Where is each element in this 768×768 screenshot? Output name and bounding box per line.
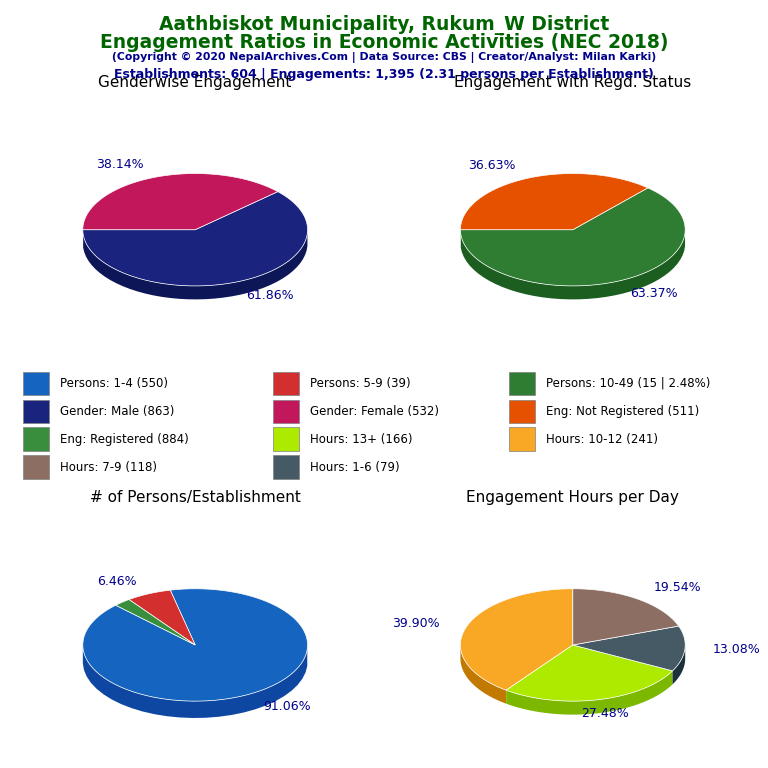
- Polygon shape: [129, 590, 195, 645]
- Text: Gender: Male (863): Gender: Male (863): [60, 405, 174, 418]
- Text: Eng: Not Registered (511): Eng: Not Registered (511): [546, 405, 700, 418]
- Bar: [23, 428, 48, 451]
- Polygon shape: [83, 192, 307, 286]
- Polygon shape: [573, 589, 679, 645]
- Polygon shape: [83, 174, 278, 230]
- Text: 36.63%: 36.63%: [468, 159, 515, 172]
- Text: Hours: 13+ (166): Hours: 13+ (166): [310, 432, 412, 445]
- Bar: [23, 455, 48, 478]
- Text: Hours: 7-9 (118): Hours: 7-9 (118): [60, 461, 157, 474]
- Bar: [273, 428, 300, 451]
- Bar: [509, 372, 535, 395]
- Polygon shape: [83, 233, 307, 300]
- Text: Engagement Ratios in Economic Activities (NEC 2018): Engagement Ratios in Economic Activities…: [100, 33, 668, 52]
- Text: Persons: 1-4 (550): Persons: 1-4 (550): [60, 377, 167, 389]
- Text: 19.54%: 19.54%: [654, 581, 701, 594]
- Title: Engagement with Regd. Status: Engagement with Regd. Status: [454, 74, 691, 90]
- Bar: [23, 372, 48, 395]
- Bar: [273, 399, 300, 423]
- Bar: [509, 399, 535, 423]
- Polygon shape: [461, 174, 648, 230]
- Polygon shape: [83, 647, 307, 718]
- Bar: [509, 428, 535, 451]
- Text: Eng: Registered (884): Eng: Registered (884): [60, 432, 188, 445]
- Text: Establishments: 604 | Engagements: 1,395 (2.31 persons per Establishment): Establishments: 604 | Engagements: 1,395…: [114, 68, 654, 81]
- Bar: [23, 399, 48, 423]
- Polygon shape: [673, 645, 685, 684]
- Text: 91.06%: 91.06%: [263, 700, 311, 713]
- Polygon shape: [506, 670, 673, 715]
- Text: 38.14%: 38.14%: [97, 157, 144, 170]
- Title: # of Persons/Establishment: # of Persons/Establishment: [90, 490, 300, 505]
- Title: Genderwise Engagement: Genderwise Engagement: [98, 74, 292, 90]
- Text: Gender: Female (532): Gender: Female (532): [310, 405, 439, 418]
- Text: Hours: 10-12 (241): Hours: 10-12 (241): [546, 432, 658, 445]
- Title: Engagement Hours per Day: Engagement Hours per Day: [466, 490, 679, 505]
- Polygon shape: [573, 626, 685, 670]
- Polygon shape: [116, 600, 195, 645]
- Text: Hours: 1-6 (79): Hours: 1-6 (79): [310, 461, 400, 474]
- Text: Persons: 5-9 (39): Persons: 5-9 (39): [310, 377, 411, 389]
- Polygon shape: [83, 589, 307, 701]
- Text: Aathbiskot Municipality, Rukum_W District: Aathbiskot Municipality, Rukum_W Distric…: [159, 15, 609, 35]
- Text: 61.86%: 61.86%: [247, 289, 294, 302]
- Polygon shape: [461, 233, 685, 300]
- Text: 63.37%: 63.37%: [630, 287, 677, 300]
- Bar: [273, 455, 300, 478]
- Text: 39.90%: 39.90%: [392, 617, 439, 630]
- Polygon shape: [461, 589, 573, 690]
- Text: 6.46%: 6.46%: [98, 574, 137, 588]
- Bar: [273, 372, 300, 395]
- Polygon shape: [461, 646, 506, 703]
- Text: 27.48%: 27.48%: [581, 707, 628, 720]
- Polygon shape: [461, 188, 685, 286]
- Text: 13.08%: 13.08%: [713, 644, 761, 656]
- Polygon shape: [506, 645, 673, 701]
- Text: Persons: 10-49 (15 | 2.48%): Persons: 10-49 (15 | 2.48%): [546, 377, 710, 389]
- Text: (Copyright © 2020 NepalArchives.Com | Data Source: CBS | Creator/Analyst: Milan : (Copyright © 2020 NepalArchives.Com | Da…: [112, 52, 656, 63]
